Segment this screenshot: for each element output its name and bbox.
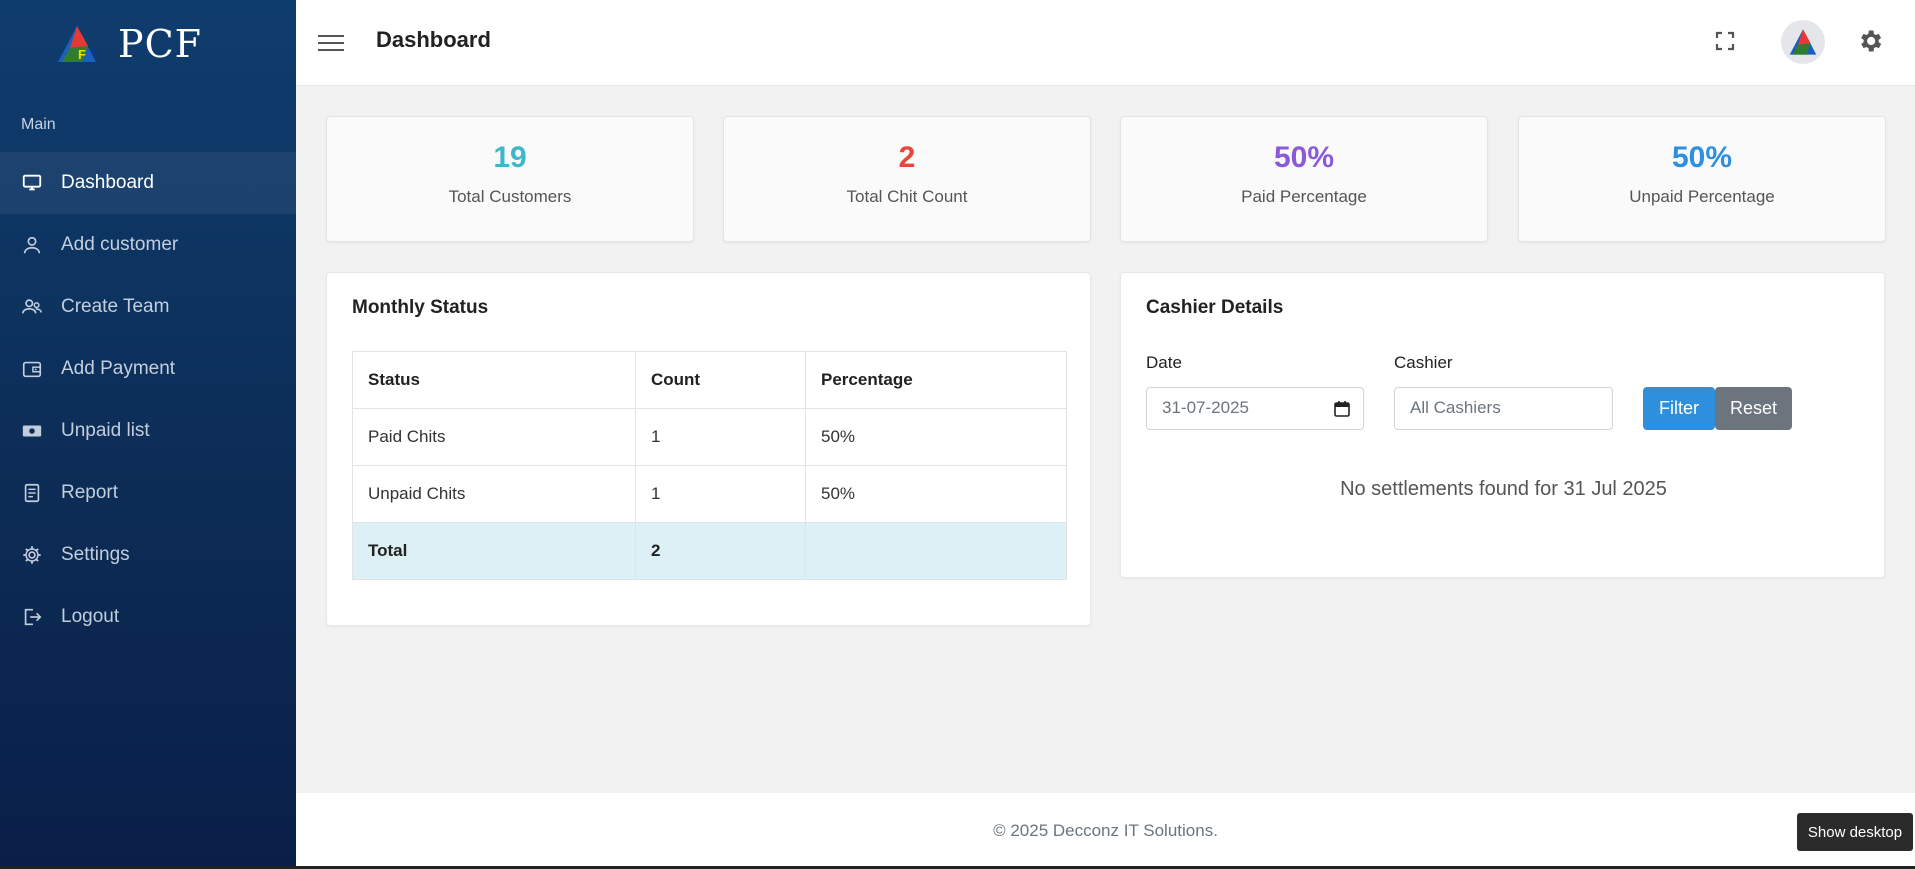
gear-icon — [20, 543, 44, 567]
column-header: Percentage — [805, 351, 1067, 409]
date-label: Date — [1146, 353, 1182, 372]
table-cell — [805, 522, 1067, 580]
stat-value: 19 — [493, 141, 527, 174]
logout-icon — [20, 605, 44, 629]
table-cell: 50% — [805, 465, 1067, 523]
monitor-icon — [20, 171, 44, 195]
pcf-logo-icon: F — [58, 26, 96, 62]
hamburger-menu-icon[interactable] — [318, 30, 344, 52]
sidebar-item-logout[interactable]: Logout — [0, 586, 296, 648]
column-header: Status — [352, 351, 636, 409]
column-header: Count — [635, 351, 806, 409]
stat-label: Total Customers — [448, 187, 572, 206]
date-value: 31-07-2025 — [1162, 398, 1249, 417]
avatar[interactable] — [1781, 20, 1825, 64]
sidebar-item-label: Settings — [61, 544, 130, 565]
report-icon — [20, 481, 44, 505]
table-cell: 50% — [805, 408, 1067, 466]
sidebar-item-create-team[interactable]: Create Team — [0, 276, 296, 338]
footer-copyright: © 2025 Decconz IT Solutions. — [993, 821, 1218, 840]
sidebar-item-label: Dashboard — [61, 172, 154, 193]
table-cell: Total — [352, 522, 636, 580]
footer: © 2025 Decconz IT Solutions. — [296, 793, 1915, 869]
cashier-label: Cashier — [1394, 353, 1453, 372]
show-desktop-button[interactable]: Show desktop — [1797, 813, 1913, 851]
svg-text:F: F — [78, 47, 86, 62]
monthly-status-panel: Monthly Status Status Count Percentage P… — [326, 272, 1091, 626]
sidebar-item-unpaid-list[interactable]: Unpaid list — [0, 400, 296, 462]
sidebar-nav: Dashboard Add customer Create Team Add P… — [0, 152, 296, 648]
sidebar-item-add-payment[interactable]: Add Payment — [0, 338, 296, 400]
cash-icon — [20, 419, 44, 443]
user-icon — [20, 233, 44, 257]
reset-button[interactable]: Reset — [1715, 387, 1792, 430]
sidebar-item-label: Add Payment — [61, 358, 176, 379]
stat-label: Paid Percentage — [1241, 187, 1367, 206]
stat-label: Unpaid Percentage — [1629, 187, 1775, 206]
date-input[interactable]: 31-07-2025 — [1146, 387, 1364, 430]
stat-card-paid-percentage: 50% Paid Percentage — [1120, 116, 1488, 242]
top-header: Dashboard — [296, 0, 1915, 86]
table-total-row: Total 2 — [352, 522, 1067, 580]
table-cell: Paid Chits — [352, 408, 636, 466]
sidebar-item-label: Logout — [61, 606, 120, 627]
sidebar-section-label: Main — [21, 116, 56, 133]
sidebar-item-add-customer[interactable]: Add customer — [0, 214, 296, 276]
panel-title: Monthly Status — [352, 297, 489, 318]
stat-value: 50% — [1671, 141, 1733, 174]
table-row: Paid Chits 1 50% — [352, 408, 1067, 466]
sidebar: F PCF Main Dashboard Add customer Create… — [0, 0, 296, 869]
panel-title: Cashier Details — [1146, 297, 1284, 318]
page-title: Dashboard — [376, 27, 491, 52]
table-cell: 1 — [635, 408, 806, 466]
fullscreen-icon[interactable] — [1714, 30, 1736, 52]
sidebar-item-label: Unpaid list — [61, 420, 150, 441]
stat-card-unpaid-percentage: 50% Unpaid Percentage — [1518, 116, 1886, 242]
sidebar-item-settings[interactable]: Settings — [0, 524, 296, 586]
filter-button[interactable]: Filter — [1643, 387, 1715, 430]
stat-value: 2 — [898, 141, 916, 174]
pcf-logo-icon — [1789, 29, 1817, 55]
table-cell: Unpaid Chits — [352, 465, 636, 523]
empty-state-message: No settlements found for 31 Jul 2025 — [1340, 478, 1667, 500]
sidebar-item-label: Add customer — [61, 234, 179, 255]
cashier-select[interactable]: All Cashiers — [1394, 387, 1613, 430]
team-icon — [20, 295, 44, 319]
sidebar-item-dashboard[interactable]: Dashboard — [0, 152, 296, 214]
cashier-value: All Cashiers — [1410, 398, 1501, 417]
cashier-details-panel: Cashier Details Date 31-07-2025 Cashier … — [1120, 272, 1885, 578]
settings-gear-icon[interactable] — [1856, 27, 1884, 55]
stat-card-total-chit-count: 2 Total Chit Count — [723, 116, 1091, 242]
taskbar-edge — [0, 866, 1915, 869]
brand[interactable]: F PCF — [0, 0, 296, 88]
table-cell: 1 — [635, 465, 806, 523]
table-row: Unpaid Chits 1 50% — [352, 465, 1067, 523]
wallet-icon — [20, 357, 44, 381]
stat-value: 50% — [1273, 141, 1335, 174]
table-header-row: Status Count Percentage — [352, 351, 1067, 409]
sidebar-item-report[interactable]: Report — [0, 462, 296, 524]
stat-label: Total Chit Count — [846, 187, 968, 206]
brand-name: PCF — [118, 22, 203, 66]
table-cell: 2 — [635, 522, 806, 580]
sidebar-item-label: Report — [61, 482, 119, 503]
calendar-icon[interactable] — [1333, 400, 1351, 418]
sidebar-item-label: Create Team — [61, 296, 170, 317]
stat-card-total-customers: 19 Total Customers — [326, 116, 694, 242]
monthly-status-table: Status Count Percentage Paid Chits 1 50%… — [352, 351, 1067, 580]
